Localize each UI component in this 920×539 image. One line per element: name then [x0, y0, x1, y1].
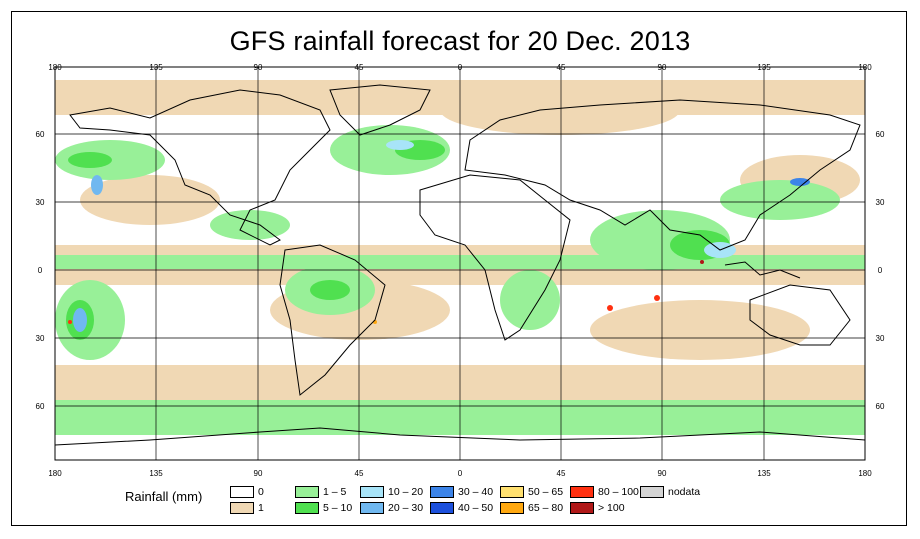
lat-tick-right: 60: [876, 130, 885, 139]
lon-tick-top: 180: [48, 63, 62, 72]
lat-ticks-right: 60 30 0 30 60: [876, 130, 885, 411]
legend-swatch: [295, 502, 319, 514]
africa-outline: [419, 174, 571, 341]
legend-swatch: [430, 486, 454, 498]
greenland-outline: [329, 84, 431, 136]
lat-tick-left: 0: [38, 266, 43, 275]
eurasia-outline: [464, 99, 861, 251]
legend-swatch: [640, 486, 664, 498]
legend-label: 1 – 5: [323, 486, 347, 498]
lon-tick-bottom: 45: [355, 469, 364, 478]
lon-tick-bottom: 180: [858, 469, 872, 478]
map-border: [54, 66, 866, 461]
lon-tick-top: 135: [757, 63, 771, 72]
legend-swatch: [360, 486, 384, 498]
lon-tick-bottom: 180: [48, 469, 62, 478]
legend-title: Rainfall (mm): [125, 489, 203, 504]
figure-frame: [11, 11, 907, 526]
north-america-outline: [69, 89, 331, 246]
lon-tick-top: 0: [458, 63, 463, 72]
lon-tick-top: 45: [557, 63, 566, 72]
lat-tick-left: 60: [36, 402, 45, 411]
lat-tick-right: 30: [876, 334, 885, 343]
legend-label: 10 – 20: [388, 486, 424, 498]
lat-tick-left: 60: [36, 130, 45, 139]
lon-tick-top: 135: [149, 63, 163, 72]
lon-tick-bottom: 45: [557, 469, 566, 478]
south-america-outline: [279, 244, 386, 396]
legend-swatch: [430, 502, 454, 514]
lon-ticks-bottom: 180 135 90 45 0 45 90 135 180: [48, 469, 872, 478]
graticule: [55, 67, 865, 460]
lon-tick-bottom: 90: [254, 469, 263, 478]
legend-swatch: [570, 486, 594, 498]
rain-field-intense: [73, 140, 810, 332]
figure-title: GFS rainfall forecast for 20 Dec. 2013: [229, 26, 691, 56]
legend-swatch: [230, 502, 254, 514]
lat-tick-right: 0: [878, 266, 883, 275]
lon-tick-top: 90: [658, 63, 667, 72]
legend-label: 40 – 50: [458, 502, 494, 514]
lon-tick-bottom: 0: [458, 469, 463, 478]
lon-tick-bottom: 90: [658, 469, 667, 478]
australia-outline: [749, 284, 851, 346]
lon-tick-top: 90: [254, 63, 263, 72]
legend-label: 30 – 40: [458, 486, 494, 498]
lat-tick-left: 30: [36, 334, 45, 343]
lon-tick-bottom: 135: [149, 469, 163, 478]
legend-label: nodata: [668, 486, 701, 498]
lon-tick-top: 180: [858, 63, 872, 72]
legend-swatch: [570, 502, 594, 514]
legend-swatch: [360, 502, 384, 514]
legend-swatch: [230, 486, 254, 498]
lon-tick-top: 45: [355, 63, 364, 72]
legend-swatch: [500, 486, 524, 498]
legend-label: 1: [258, 502, 264, 514]
maritime-continent-outline: [724, 261, 801, 279]
legend-label: 80 – 100: [598, 486, 639, 498]
legend-swatch: [500, 502, 524, 514]
lat-ticks-left: 60 30 0 30 60: [36, 130, 45, 411]
lat-tick-right: 30: [876, 198, 885, 207]
legend-swatch: [295, 486, 319, 498]
coastlines: [55, 84, 865, 446]
lon-tick-bottom: 135: [757, 469, 771, 478]
legend-label: 50 – 65: [528, 486, 564, 498]
antarctica-outline: [55, 427, 865, 446]
legend-label: 0: [258, 486, 264, 498]
legend-label: > 100: [598, 502, 625, 514]
legend-label: 65 – 80: [528, 502, 564, 514]
lat-tick-left: 30: [36, 198, 45, 207]
lat-tick-right: 60: [876, 402, 885, 411]
lon-ticks-top: 180 135 90 45 0 45 90 135 180: [48, 63, 872, 72]
legend-label: 20 – 30: [388, 502, 424, 514]
legend-label: 5 – 10: [323, 502, 353, 514]
